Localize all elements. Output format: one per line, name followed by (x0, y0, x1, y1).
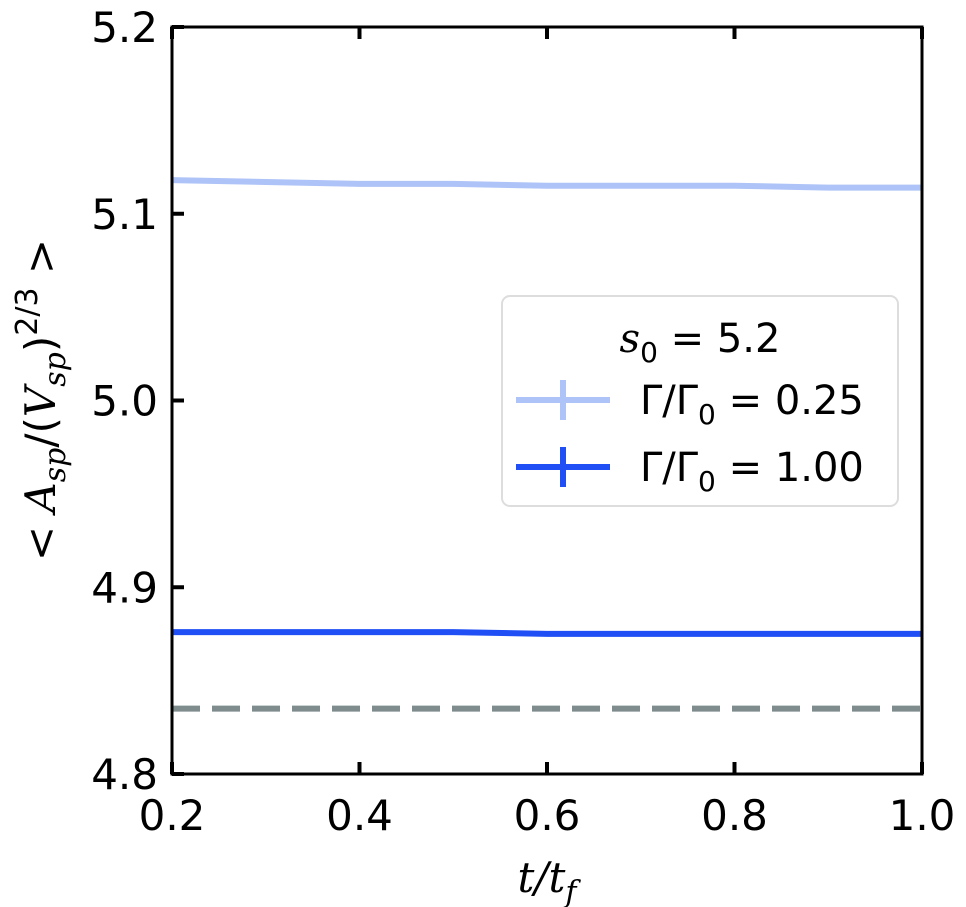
x-axis-ticks: 0.2 0.4 0.6 0.8 1.0 (139, 27, 956, 840)
svg-text:Γ/Γ0 = 1.00: Γ/Γ0 = 1.00 (640, 445, 864, 498)
x-tick-label: 0.4 (326, 791, 393, 840)
y-tick-label: 4.9 (91, 563, 158, 612)
y-axis-ticks: 4.8 4.9 5.0 5.1 5.2 (91, 3, 184, 799)
legend: s0 = 5.2 Γ/Γ0 = 0.25 Γ/Γ0 = 1.00 (501, 295, 899, 507)
x-tick-label: 0.6 (514, 791, 581, 840)
svg-text:< Asp/(Vsp)2/3 >: < Asp/(Vsp)2/3 > (10, 239, 73, 561)
legend-title: s0 = 5.2 (620, 316, 781, 369)
x-tick-label: 0.2 (139, 791, 206, 840)
svg-text:Γ/Γ0 = 0.25: Γ/Γ0 = 0.25 (640, 378, 864, 431)
x-tick-label: 0.8 (701, 791, 768, 840)
legend-entry-gamma-1-00: Γ/Γ0 = 1.00 (516, 445, 864, 498)
series-line-gamma-1-00 (172, 629, 922, 637)
legend-box (501, 295, 899, 507)
y-axis-label: < Asp/(Vsp)2/3 > (10, 239, 73, 561)
legend-entry-gamma-0-25: Γ/Γ0 = 0.25 (516, 378, 864, 431)
x-tick-label: 1.0 (889, 791, 956, 840)
y-tick-label: 5.2 (91, 3, 158, 52)
series-line-gamma-0-25 (171, 177, 922, 191)
y-tick-label: 4.8 (91, 750, 158, 799)
y-tick-label: 5.0 (91, 377, 158, 426)
x-axis-label: t/tf (517, 853, 581, 907)
y-tick-label: 5.1 (91, 190, 158, 239)
